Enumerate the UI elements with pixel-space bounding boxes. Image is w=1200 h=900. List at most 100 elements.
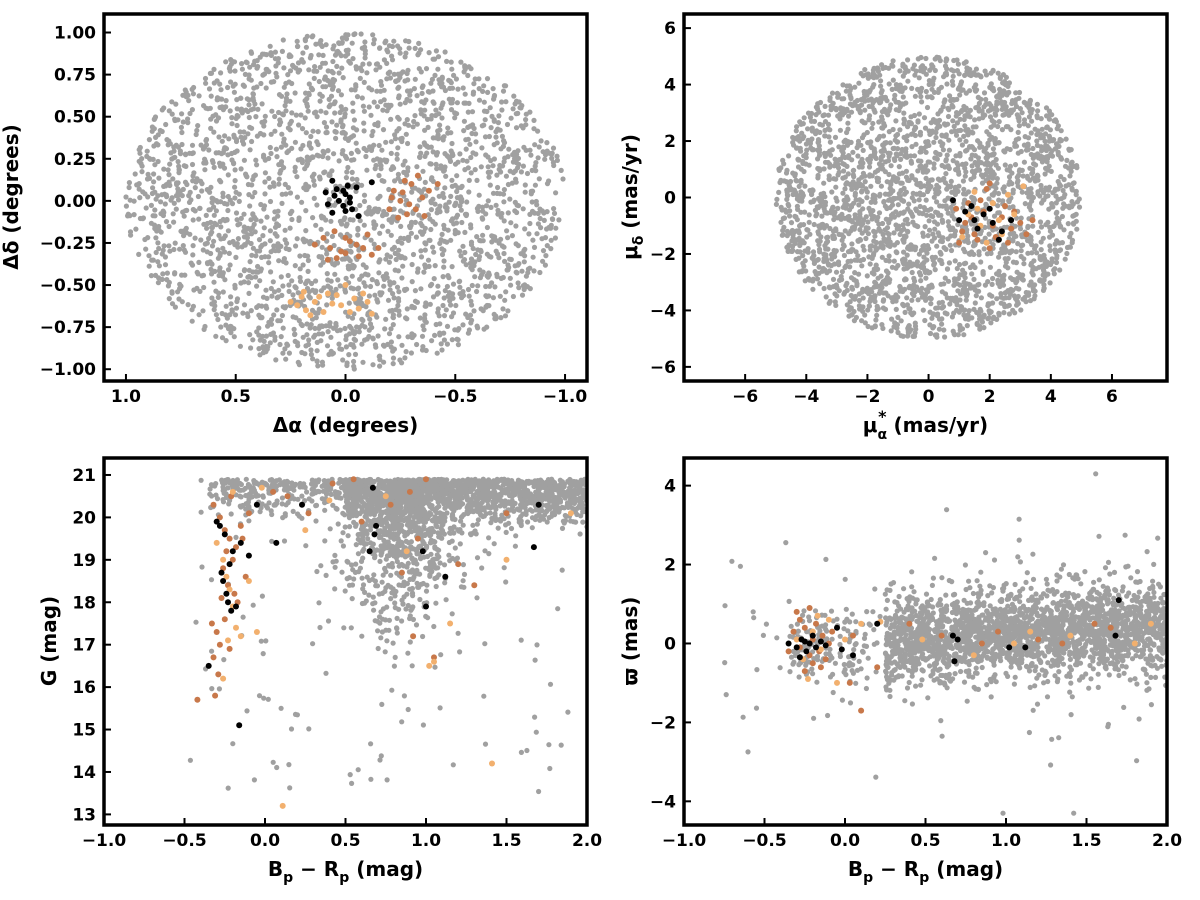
field-star-point (1038, 144, 1044, 150)
field-star-point (262, 191, 268, 197)
field-star-point (440, 274, 446, 280)
data-point (329, 209, 336, 216)
field-star-point (1025, 250, 1031, 256)
field-star-point (941, 175, 947, 182)
field-star-point (361, 192, 368, 198)
field-star-point (212, 220, 218, 226)
field-star-point (313, 222, 319, 228)
field-star-point (448, 130, 454, 136)
field-star-point (396, 116, 402, 122)
field-star-point (911, 153, 918, 159)
field-star-point (371, 241, 377, 247)
data-point (324, 201, 331, 208)
field-star-point (797, 223, 803, 229)
field-star-point (371, 219, 377, 225)
field-star-point (455, 86, 461, 92)
field-star-point (454, 111, 460, 117)
field-star-point (898, 180, 904, 186)
field-star-point (353, 66, 360, 72)
field-star-point (819, 213, 825, 219)
field-star-point (379, 178, 385, 184)
data-point (346, 309, 353, 315)
field-star-point (431, 100, 437, 106)
data-point (412, 206, 419, 213)
field-star-point (982, 282, 989, 288)
field-star-point (394, 284, 401, 290)
field-star-point (183, 225, 189, 231)
data-point (333, 186, 340, 193)
field-star-point (228, 324, 234, 330)
field-star-point (920, 169, 926, 175)
data-point (397, 197, 404, 204)
field-star-point (449, 337, 455, 343)
field-star-point (985, 303, 991, 309)
field-star-point (156, 245, 162, 252)
field-star-point (385, 341, 391, 347)
field-star-point (326, 172, 332, 178)
field-star-point (396, 95, 402, 101)
field-star-point (1019, 189, 1025, 195)
field-star-point (802, 278, 808, 284)
field-star-point (479, 215, 485, 221)
data-point (307, 312, 314, 319)
field-star-point (488, 204, 494, 210)
field-star-point (136, 251, 142, 257)
field-star-point (433, 107, 439, 113)
field-star-point (847, 101, 854, 107)
field-star-point (356, 247, 362, 253)
field-star-point (983, 201, 989, 207)
field-star-point (892, 92, 898, 98)
field-star-point (263, 66, 269, 72)
field-star-point (934, 243, 940, 249)
field-star-point (303, 130, 309, 136)
field-star-point (926, 78, 933, 84)
field-star-point (506, 146, 512, 152)
field-star-point (177, 246, 183, 252)
field-star-point (522, 226, 528, 232)
field-star-point (854, 97, 861, 104)
field-star-point (913, 177, 919, 183)
field-star-point (383, 139, 389, 145)
field-star-point (1064, 157, 1070, 163)
field-star-point (303, 181, 309, 187)
field-star-point (841, 139, 847, 145)
field-star-point (961, 200, 967, 206)
field-star-point (131, 212, 137, 218)
field-star-point (1035, 229, 1041, 235)
field-star-point (273, 146, 279, 152)
field-star-point (487, 283, 493, 289)
field-star-point (316, 52, 322, 58)
field-star-point (254, 58, 260, 64)
field-star-point (531, 117, 537, 123)
field-star-point (172, 240, 178, 246)
field-star-point (304, 278, 310, 284)
field-star-point (258, 244, 264, 250)
field-star-point (386, 43, 392, 49)
field-star-point (909, 144, 915, 150)
field-star-point (378, 88, 384, 94)
field-star-point (986, 231, 992, 237)
field-star-point (429, 76, 435, 82)
field-star-point (867, 243, 873, 249)
field-star-point (377, 193, 383, 199)
field-star-point (399, 240, 405, 246)
field-star-point (165, 167, 171, 173)
field-star-point (479, 123, 485, 129)
field-star-point (390, 314, 396, 320)
field-star-point (200, 308, 206, 314)
field-star-point (204, 240, 210, 246)
data-point (320, 234, 327, 241)
field-star-point (183, 89, 189, 95)
field-star-point (908, 121, 915, 127)
field-star-point (350, 100, 356, 106)
field-star-point (295, 60, 302, 66)
field-star-point (499, 243, 505, 249)
field-star-point (493, 316, 499, 322)
field-star-point (935, 111, 941, 117)
field-star-point (531, 268, 537, 274)
field-star-point (798, 148, 804, 154)
data-point (346, 199, 353, 206)
field-star-point (427, 301, 433, 307)
field-star-point (981, 312, 987, 318)
field-star-point (1000, 102, 1006, 108)
